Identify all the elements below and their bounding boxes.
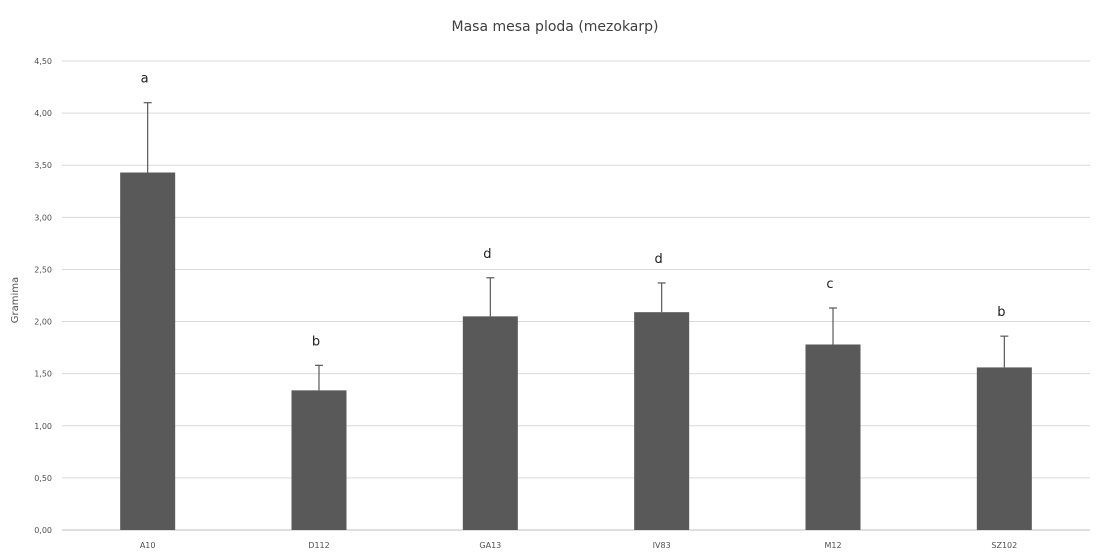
y-tick-label: 4,00 — [34, 109, 52, 118]
y-tick-label: 1,00 — [34, 422, 52, 431]
significance-label: d — [655, 252, 663, 267]
significance-label: c — [826, 277, 833, 292]
x-tick-label: D112 — [308, 541, 329, 550]
y-tick-label: 0,00 — [34, 526, 52, 535]
x-tick-label: SZ102 — [991, 541, 1017, 550]
bar — [462, 316, 518, 530]
x-tick-label: M12 — [824, 541, 841, 550]
x-tick-label: GA13 — [479, 541, 501, 550]
significance-label: a — [141, 72, 149, 87]
y-tick-label: 3,50 — [34, 161, 52, 170]
significance-label: d — [483, 247, 491, 262]
bar — [634, 312, 690, 530]
y-tick-label: 2,00 — [34, 318, 52, 327]
bars — [120, 172, 1032, 531]
x-tick-label: A10 — [140, 541, 156, 550]
y-tick-label: 3,00 — [34, 213, 52, 222]
significance-label: b — [997, 305, 1005, 320]
significance-letters: a b d d c b — [141, 72, 1006, 350]
gridlines — [62, 60, 1090, 531]
x-tick-label: IV83 — [653, 541, 671, 550]
y-axis-label: Gramima — [10, 277, 21, 323]
bar — [976, 367, 1032, 530]
y-tick-labels: 0,00 0,50 1,00 1,50 2,00 2,50 3,00 3,50 4,00 4,50 — [34, 57, 52, 535]
bar — [291, 390, 347, 530]
bar — [120, 172, 176, 531]
chart-title: Masa mesa ploda (mezokarp) — [452, 19, 659, 35]
y-tick-label: 2,50 — [34, 265, 52, 274]
significance-label: b — [312, 334, 320, 349]
error-bars — [143, 102, 1009, 391]
bar — [805, 344, 861, 530]
x-tick-labels: A10 D112 GA13 IV83 M12 SZ102 — [140, 541, 1017, 550]
y-tick-label: 4,50 — [34, 57, 52, 66]
y-tick-label: 1,50 — [34, 370, 52, 379]
y-tick-label: 0,50 — [34, 474, 52, 483]
